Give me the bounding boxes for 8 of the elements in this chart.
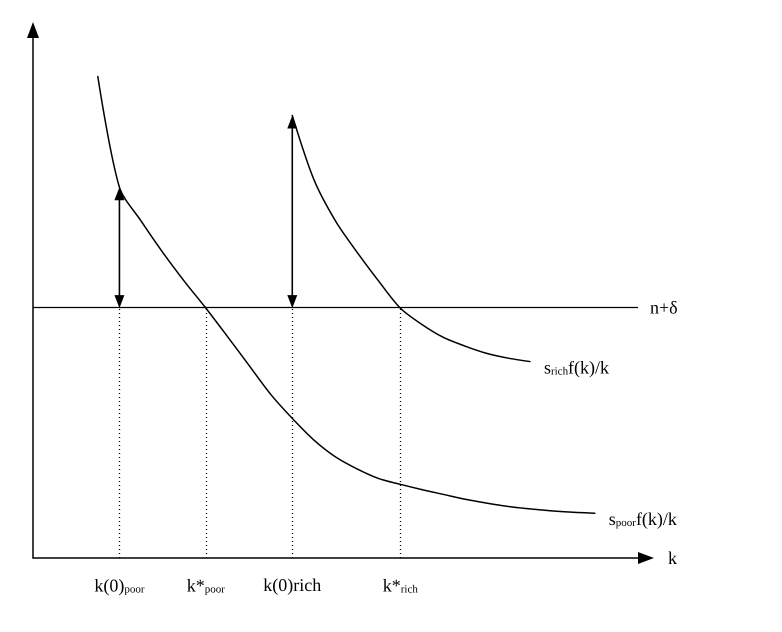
series-label: srichf(k)/k	[544, 358, 610, 378]
series-label: spoorf(k)/k	[608, 509, 677, 530]
x-tick-label: k(0)poor	[94, 576, 145, 596]
ref-line-label: n+δ	[650, 298, 678, 318]
x-tick-label: k(0)rich	[263, 575, 322, 595]
x-axis-title: k	[668, 548, 677, 568]
x-tick-label: k*poor	[186, 576, 226, 596]
x-tick-label: k*rich	[382, 576, 418, 596]
